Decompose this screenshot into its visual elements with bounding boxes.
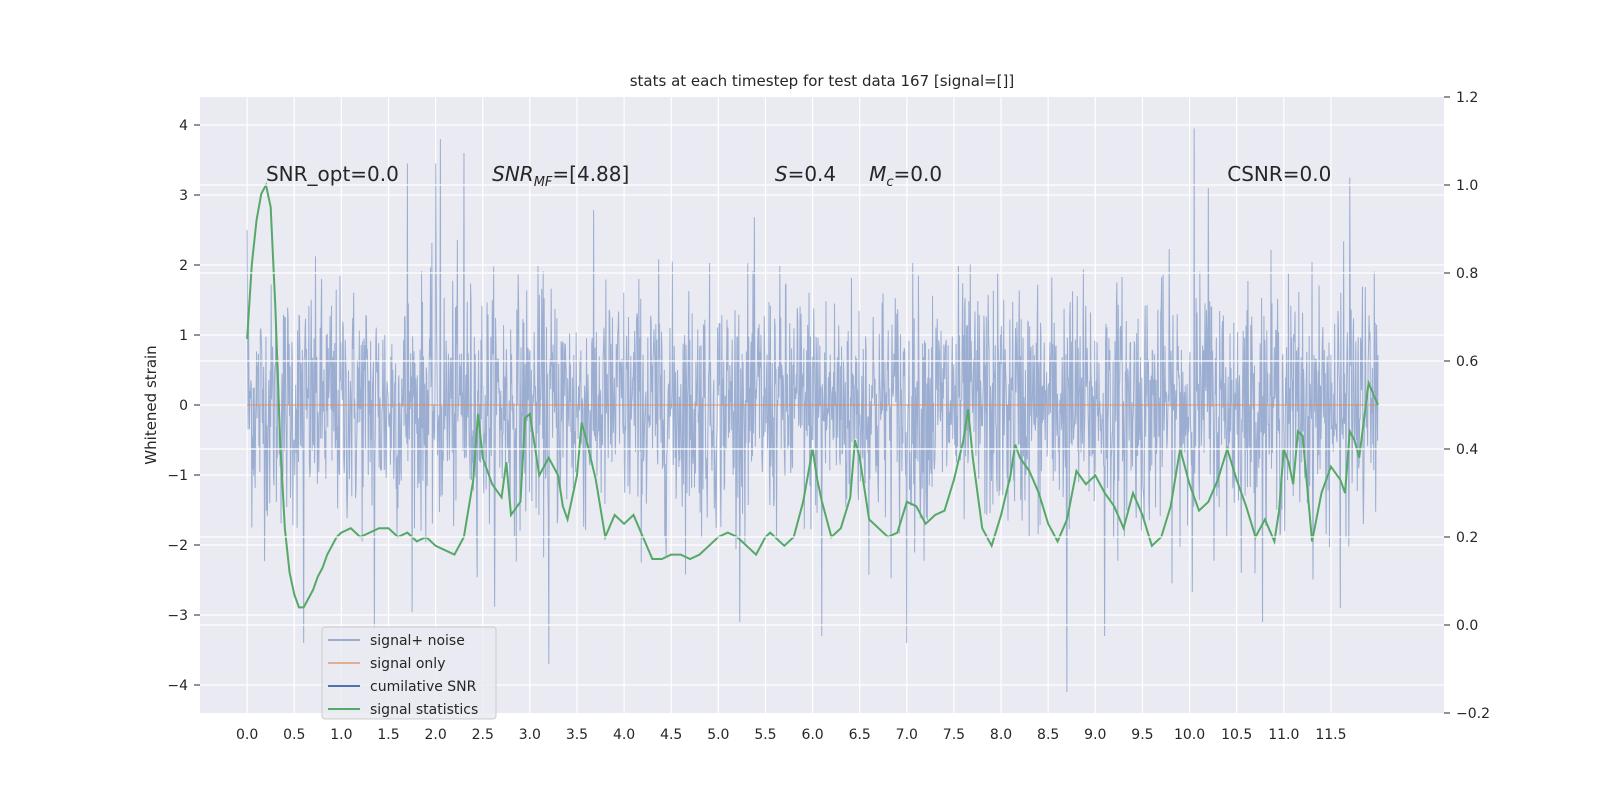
x-tick-label: 5.0	[707, 727, 729, 743]
x-tick-label: 5.5	[754, 727, 776, 743]
annotation-value: =[4.88]	[552, 162, 629, 186]
annotation-base: M	[869, 162, 886, 186]
x-tick-label: 4.5	[660, 727, 682, 743]
y-tick-label: 2	[179, 258, 188, 274]
annotation-value: =0.0	[894, 162, 943, 186]
series-signal-noise	[246, 128, 1379, 693]
x-tick-label: 1.5	[377, 727, 399, 743]
x-tick-label: 7.5	[943, 727, 965, 743]
y2-tick-label: 0.6	[1456, 354, 1478, 370]
x-tick-label: 6.5	[849, 727, 871, 743]
x-tick-label: 7.0	[896, 727, 918, 743]
y-tick-label: −1	[167, 468, 188, 484]
annotation-3: Mc=0.0	[869, 162, 942, 190]
x-tick-label: 3.0	[519, 727, 541, 743]
x-tick-label: 2.0	[424, 727, 446, 743]
annotation-2: S=0.4	[775, 162, 836, 186]
x-tick-label: 8.5	[1037, 727, 1059, 743]
x-tick-label: 4.0	[613, 727, 635, 743]
x-tick-label: 3.5	[566, 727, 588, 743]
legend-label: signal+ noise	[370, 633, 465, 649]
annotation-value: =0.4	[788, 162, 837, 186]
x-tick-label: 9.5	[1131, 727, 1153, 743]
y-tick-label: 4	[179, 118, 188, 134]
y-tick-label: 0	[179, 398, 188, 414]
annotation-subscript: MF	[534, 175, 553, 190]
annotation-1: SNRMF=[4.88]	[492, 162, 629, 190]
y-tick-label: 1	[179, 328, 188, 344]
axes: 0.0 0.5 1.0 1.5 2.0 2.5 3.0 3.5 4.0 4.5 5.0 5.5 6.0 6…	[167, 118, 1346, 743]
x-tick-label: 6.0	[801, 727, 823, 743]
annotation-base: S	[775, 162, 788, 186]
x-tick-label: 0.5	[283, 727, 305, 743]
legend-box	[321, 626, 497, 720]
y-axis-label: Whitened strain	[142, 345, 160, 464]
legend-label: cumilative SNR	[370, 679, 477, 695]
series-layer	[246, 128, 1379, 693]
y-tick-label: −4	[167, 678, 188, 694]
y2-tick-label: 0.2	[1456, 530, 1478, 546]
y2-tick-label: −0.2	[1456, 706, 1490, 722]
y-tick-label: −2	[167, 538, 188, 554]
annotation-0: SNR_opt=0.0	[266, 162, 399, 186]
y2-tick-label: 0.4	[1456, 442, 1478, 458]
legend-label: signal only	[370, 656, 445, 672]
y2-tick-label: 0.8	[1456, 266, 1478, 282]
x-tick-label: 11.5	[1315, 727, 1346, 743]
legend-label: signal statistics	[370, 702, 478, 718]
annotations: SNR_opt=0.0 SNRMF=[4.88] S=0.4 Mc=0.0 CSNR=0…	[266, 162, 1331, 190]
x-tick-label: 11.0	[1268, 727, 1299, 743]
y-tick-label: −3	[167, 608, 188, 624]
x-tick-label: 0.0	[236, 727, 258, 743]
x-tick-label: 9.0	[1084, 727, 1106, 743]
right-axis: −0.2 0.0 0.2 0.4 0.6 0.8 1.0 1.2	[200, 90, 1490, 722]
x-tick-label: 1.0	[330, 727, 352, 743]
x-tick-label: 8.0	[990, 727, 1012, 743]
y-tick-label: 3	[179, 188, 188, 204]
series-signal-statistics	[246, 182, 1379, 609]
x-tick-label: 10.5	[1221, 727, 1252, 743]
annotation-subscript: c	[886, 175, 893, 190]
annotation-4: CSNR=0.0	[1227, 162, 1331, 186]
annotation-base: SNR	[492, 162, 534, 186]
y2-tick-label: 1.0	[1456, 178, 1478, 194]
x-tick-label: 2.5	[472, 727, 494, 743]
legend: signal+ noise signal only cumilative SNR si…	[321, 626, 497, 720]
x-tick-label: 10.0	[1174, 727, 1205, 743]
chart-title: stats at each timestep for test data 167…	[630, 72, 1015, 90]
y2-tick-label: 0.0	[1456, 618, 1478, 634]
y2-tick-label: 1.2	[1456, 90, 1478, 106]
